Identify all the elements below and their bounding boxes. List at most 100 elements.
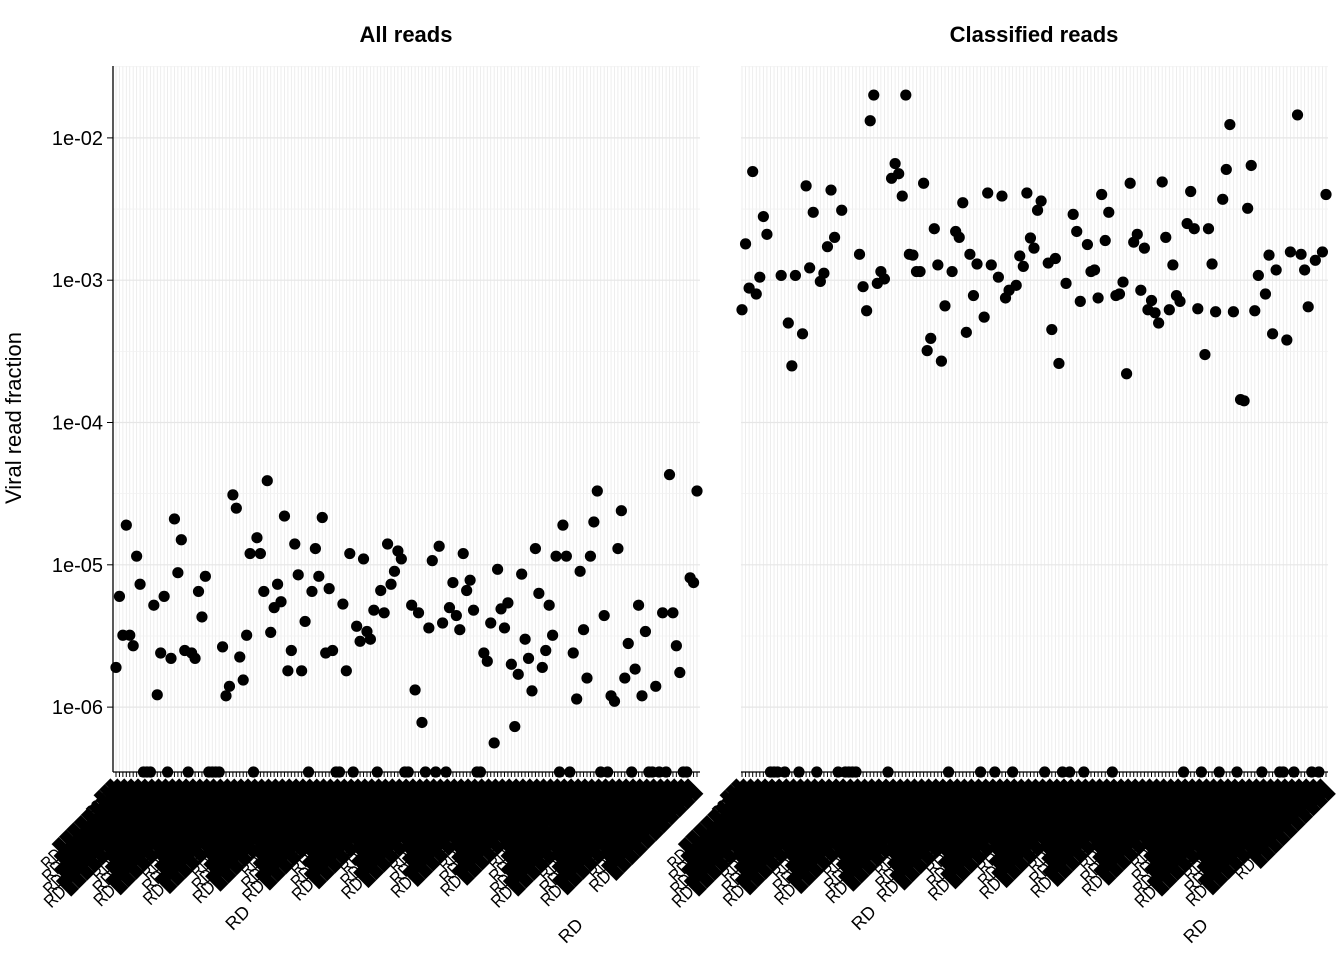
data-point bbox=[1266, 328, 1279, 340]
data-point bbox=[302, 766, 315, 778]
data-point bbox=[430, 766, 442, 778]
data-point bbox=[1138, 242, 1150, 254]
data-point bbox=[1039, 766, 1051, 778]
data-point bbox=[811, 766, 823, 778]
data-point bbox=[175, 534, 187, 546]
data-point bbox=[1113, 288, 1126, 300]
data-point bbox=[110, 661, 122, 674]
data-point bbox=[793, 766, 805, 778]
data-point bbox=[265, 626, 277, 639]
data-point bbox=[309, 542, 321, 555]
data-point bbox=[1277, 766, 1289, 778]
data-point bbox=[351, 620, 363, 632]
data-point bbox=[978, 311, 990, 323]
data-point bbox=[1291, 109, 1304, 121]
data-point bbox=[1145, 294, 1158, 307]
data-point bbox=[1192, 303, 1204, 315]
data-point bbox=[144, 766, 156, 778]
data-point bbox=[591, 485, 603, 497]
data-point bbox=[1281, 334, 1293, 346]
data-point bbox=[1242, 202, 1254, 214]
data-point bbox=[337, 598, 349, 610]
data-point bbox=[285, 644, 297, 657]
data-point bbox=[864, 115, 876, 127]
data-point bbox=[807, 206, 819, 218]
data-point bbox=[782, 317, 794, 329]
data-point bbox=[385, 578, 397, 590]
data-point bbox=[1295, 248, 1307, 260]
data-point bbox=[1210, 306, 1222, 318]
data-point bbox=[1007, 766, 1019, 778]
data-point bbox=[1060, 277, 1072, 289]
data-point bbox=[800, 180, 812, 192]
panel-all-reads: All reads bbox=[110, 22, 703, 778]
data-point bbox=[928, 223, 940, 235]
data-point bbox=[450, 609, 462, 622]
y-axis-label: Viral read fraction bbox=[1, 332, 26, 504]
data-point bbox=[1195, 766, 1207, 778]
data-point bbox=[1021, 187, 1033, 199]
data-point bbox=[564, 766, 576, 778]
data-point bbox=[1316, 246, 1329, 258]
data-point bbox=[1299, 264, 1311, 276]
data-point bbox=[577, 624, 590, 636]
data-point bbox=[357, 553, 370, 565]
data-point bbox=[1206, 258, 1218, 270]
data-point bbox=[918, 177, 930, 189]
data-point bbox=[412, 607, 425, 619]
data-point bbox=[567, 647, 579, 659]
data-point bbox=[985, 259, 997, 271]
data-point bbox=[151, 689, 163, 701]
data-point bbox=[836, 204, 848, 216]
data-point bbox=[974, 766, 987, 778]
data-point bbox=[900, 89, 912, 101]
data-point bbox=[1263, 249, 1275, 261]
data-point bbox=[409, 684, 421, 696]
data-point bbox=[789, 269, 802, 282]
data-point bbox=[622, 637, 634, 650]
data-point bbox=[1135, 284, 1147, 296]
data-point bbox=[344, 547, 356, 560]
data-point bbox=[313, 570, 325, 582]
data-point bbox=[1092, 292, 1104, 304]
data-point bbox=[519, 633, 531, 645]
data-point bbox=[663, 469, 676, 481]
data-point bbox=[241, 629, 253, 641]
data-point bbox=[1124, 177, 1136, 189]
data-point bbox=[488, 737, 500, 749]
data-point bbox=[967, 289, 980, 302]
data-point bbox=[440, 766, 452, 778]
data-point bbox=[1284, 246, 1296, 258]
data-point bbox=[461, 584, 473, 597]
data-point bbox=[657, 607, 669, 619]
data-point bbox=[1071, 225, 1083, 238]
data-point bbox=[182, 766, 194, 778]
data-point bbox=[939, 300, 951, 312]
data-point bbox=[416, 716, 428, 729]
data-point bbox=[739, 238, 752, 250]
data-point bbox=[443, 602, 456, 614]
data-point bbox=[134, 578, 146, 590]
data-point bbox=[292, 569, 304, 581]
data-point bbox=[861, 305, 873, 317]
data-point bbox=[804, 262, 816, 274]
data-point bbox=[168, 513, 181, 525]
data-point bbox=[161, 766, 174, 778]
data-point bbox=[1259, 288, 1272, 300]
panel-points bbox=[110, 469, 703, 778]
data-point bbox=[192, 585, 205, 598]
data-point bbox=[526, 685, 538, 697]
data-point bbox=[275, 596, 287, 608]
y-tick-label: 1e-05 bbox=[52, 555, 103, 577]
data-point bbox=[1117, 276, 1129, 288]
data-point bbox=[158, 590, 170, 602]
data-point bbox=[536, 661, 548, 674]
data-point bbox=[757, 210, 769, 223]
data-point bbox=[775, 269, 787, 282]
data-point bbox=[639, 625, 652, 638]
data-point bbox=[821, 241, 834, 253]
data-point bbox=[574, 565, 586, 577]
data-point bbox=[247, 766, 260, 778]
data-point bbox=[1220, 163, 1232, 176]
